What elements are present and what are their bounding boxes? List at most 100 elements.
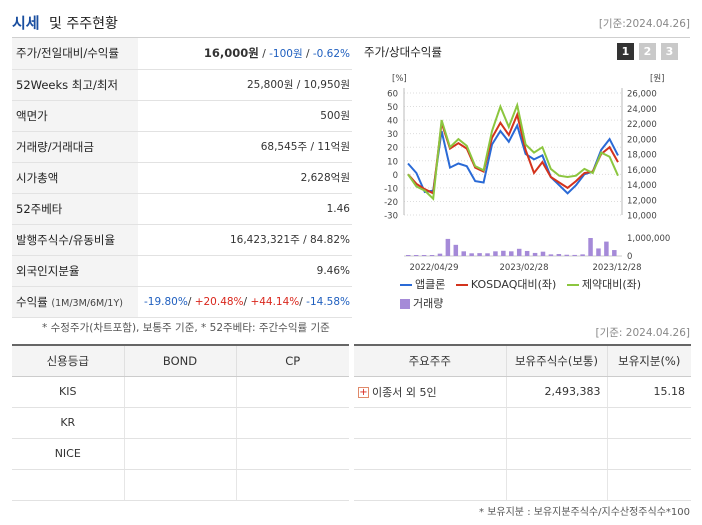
reference-date-2: [기준: 2024.04.26] [595, 327, 690, 339]
holder-name: 이종서 외 5인 [372, 385, 437, 399]
reference-date: [기준:2024.04.26] [598, 18, 690, 30]
table-row: 주가/전일대비/수익률 16,000원 / -100원 / -0.62% [12, 38, 352, 69]
left-tick-label: 50 [387, 103, 398, 113]
volume-bar [612, 250, 617, 256]
table-row: 거래량/거래대금 68,545주 / 11억원 [12, 131, 352, 162]
plus-icon[interactable]: + [358, 387, 369, 398]
cp-rating [235, 407, 349, 439]
legend-item-series-0: 앱클론 [400, 276, 445, 292]
volume-bar [596, 248, 601, 256]
holder-name-cell[interactable]: + 이종서 외 5인 [354, 376, 506, 408]
agency-name: NICE [12, 438, 124, 470]
holder-name [354, 407, 506, 439]
legend-swatch [400, 299, 410, 309]
bond-rating [123, 469, 236, 501]
series-line-1 [407, 111, 619, 195]
right-tick-label: 14,000 [627, 181, 657, 191]
foreign-value: 9.46% [316, 264, 350, 277]
table-row [354, 438, 691, 470]
table-row: KIS [12, 376, 349, 408]
legend-item-series-2: 제약대비(좌) [566, 276, 642, 292]
right-axis-unit: [원] [650, 74, 664, 84]
table-row [12, 469, 349, 501]
volume-bar [501, 250, 506, 256]
face-value-label: 액면가 [12, 100, 138, 131]
right-tick-label: 26,000 [627, 90, 657, 100]
beta-value: 1.46 [326, 202, 350, 215]
left-tick-label: 20 [387, 144, 398, 154]
holder-name [354, 469, 506, 501]
foreign-label: 외국인지분율 [12, 255, 138, 286]
cp-rating [235, 376, 349, 408]
table-header-row: 주요주주 보유주식수(보통) 보유지분(%) [354, 345, 691, 377]
legend-label: 거래량 [413, 297, 444, 310]
price-value: 16,000원 / -100원 / -0.62% [138, 38, 352, 69]
credit-rating-table: 신용등급 BOND CP KIS KR NICE [12, 344, 349, 501]
volume-bar [485, 253, 490, 256]
left-tick-label: 30 [387, 130, 398, 140]
column-header: 보유지분(%) [606, 345, 691, 377]
left-tick-label: -10 [384, 184, 398, 194]
return-label: 수익률 (1M/3M/6M/1Y) [12, 286, 138, 317]
market-cap-label: 시가총액 [12, 162, 138, 193]
chart-tab-3[interactable]: 3 [661, 43, 678, 60]
legend-swatch [455, 284, 468, 286]
volume-bar [580, 254, 585, 256]
right-tick-label: 12,000 [627, 196, 657, 206]
table-row: 52주베타 1.46 [12, 193, 352, 224]
agency-name [12, 469, 124, 501]
legend-swatch [566, 284, 579, 286]
wk52-label: 52Weeks 최고/최저 [12, 69, 138, 100]
table-header-row: 신용등급 BOND CP [12, 345, 349, 377]
legend-item-series-1: KOSDAQ대비(좌) [455, 276, 556, 292]
legend-item-volume: 거래량 [400, 295, 648, 311]
holder-ratio [606, 469, 691, 501]
chart-tab-2[interactable]: 2 [639, 43, 656, 60]
legend-label: 제약대비(좌) [581, 278, 642, 291]
right-tick-label: 22,000 [627, 120, 657, 130]
volume-bar [421, 255, 427, 256]
column-header: 주요주주 [354, 345, 506, 377]
wk52-value: 25,800원 / 10,950원 [246, 79, 350, 91]
section-header: 시세 및 주주현황 [기준:2024.04.26] [12, 10, 690, 38]
table-row: 외국인지분율 9.46% [12, 255, 352, 286]
volume-bar [413, 255, 419, 256]
table-row [354, 469, 691, 501]
volume-label: 거래량/거래대금 [12, 131, 138, 162]
section-title-rest: 및 주주현황 [49, 16, 118, 32]
price-info-table: 주가/전일대비/수익률 16,000원 / -100원 / -0.62% 52W… [12, 38, 352, 318]
chart-title: 주가/상대수익률 [364, 45, 442, 59]
beta-label: 52주베타 [12, 193, 138, 224]
table-row: 발행주식수/유동비율 16,423,321주 / 84.82% [12, 224, 352, 255]
chart-tab-1[interactable]: 1 [617, 43, 634, 60]
right-tick-label: 10,000 [627, 212, 657, 222]
separator: / [187, 295, 192, 308]
shares-value: 16,423,321주 / 84.82% [229, 234, 350, 246]
holder-ratio [606, 407, 691, 439]
face-value: 500원 [320, 110, 350, 122]
holder-name [354, 438, 506, 470]
return-1m: -19.80% [143, 295, 188, 308]
volume-bar [477, 253, 482, 256]
volume-bar [469, 253, 474, 256]
table-row [354, 407, 691, 439]
volume-bar [532, 252, 538, 256]
table-row: KR [12, 407, 349, 439]
x-tick-label: 2023/02/28 [500, 263, 549, 273]
cp-rating [235, 438, 349, 470]
market-cap-value: 2,628억원 [300, 172, 350, 184]
price-change: -100원 [269, 48, 303, 61]
major-shareholders-table: 주요주주 보유주식수(보통) 보유지분(%) + 이종서 외 5인 2,493,3… [354, 344, 691, 501]
separator: / [305, 48, 313, 61]
volume-bar [564, 254, 570, 256]
column-header: CP [235, 345, 349, 377]
x-tick-label: 2023/12/28 [593, 263, 642, 273]
volume-tick-label: 0 [627, 252, 632, 262]
bond-rating [123, 376, 236, 408]
holder-shares [505, 438, 607, 470]
separator: / [243, 295, 248, 308]
return-value: -19.80%/ +20.48%/ +44.14%/ -14.58% [138, 286, 352, 317]
volume-bar [406, 255, 411, 256]
shares-label: 발행주식수/유동비율 [12, 224, 138, 255]
return-1y: -14.58% [306, 295, 350, 308]
